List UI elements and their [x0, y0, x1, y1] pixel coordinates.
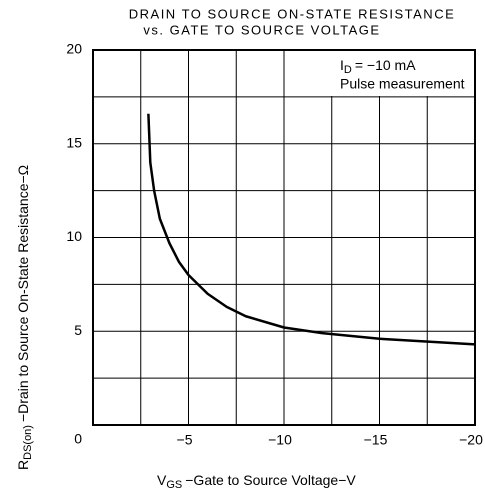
y-tick-label: 15 [66, 134, 82, 150]
annotation-base: I [340, 57, 344, 73]
chart-subtitle: vs. GATE TO SOURCE VOLTAGE [143, 22, 380, 37]
y-tick-label: 10 [66, 228, 82, 244]
x-tick-label: −15 [364, 432, 388, 448]
annotation-sub: D [344, 64, 352, 76]
y-tick-label: 20 [66, 41, 82, 57]
x-axis-label-base: V [157, 472, 167, 488]
plot-frame [92, 49, 476, 426]
y-tick-label: 0 [74, 431, 82, 447]
annotation-box [331, 51, 474, 96]
x-tick-label: −10 [268, 432, 292, 448]
annotation-line2: Pulse measurement [340, 76, 465, 92]
chart-title: DRAIN TO SOURCE ON-STATE RESISTANCE [129, 6, 456, 21]
annotation-rest: = −10 mA [355, 57, 416, 73]
x-axis-label: VGS −Gate to Source Voltage−V [157, 472, 356, 491]
x-tick-label: −5 [177, 432, 193, 448]
curve [147, 113, 476, 346]
y-tick-label: 5 [74, 322, 82, 338]
x-axis-label-rest: −Gate to Source Voltage−V [185, 472, 356, 488]
y-axis-label: RDS(on) −Drain to Source On-State Resista… [15, 165, 34, 470]
y-axis-label-sub: DS(on) [22, 425, 34, 460]
annotation: ID = −10 mA [340, 57, 416, 76]
x-tick-label: −20 [459, 432, 483, 448]
x-axis-label-sub: GS [166, 479, 182, 491]
y-axis-label-base: R [15, 460, 31, 470]
y-axis-label-rest: −Drain to Source On-State Resistance−Ω [15, 165, 31, 422]
